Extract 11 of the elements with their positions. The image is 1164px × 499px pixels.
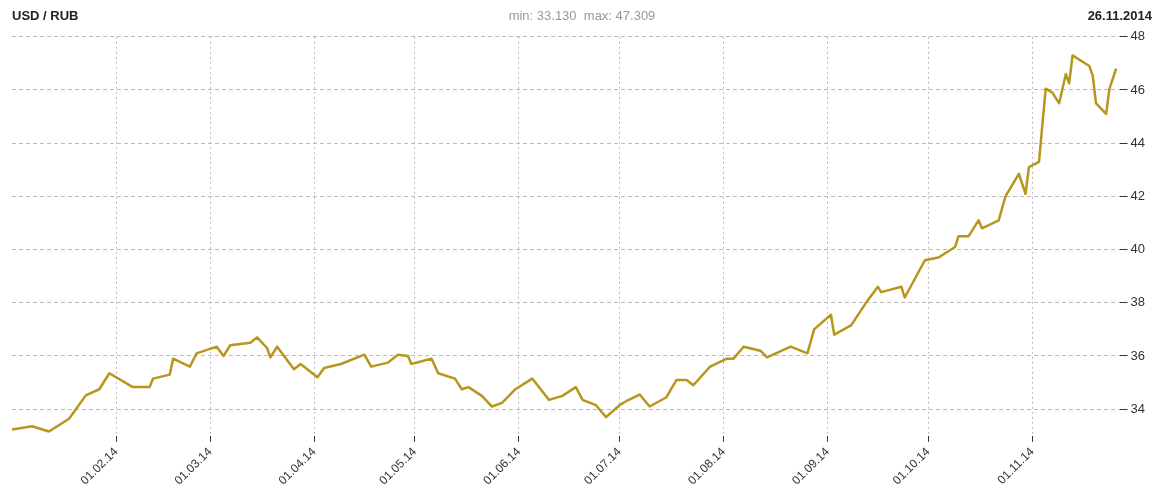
- y-tick-label: 46: [1130, 81, 1146, 97]
- y-tick-label: 36: [1130, 347, 1146, 363]
- y-tick-label: 34: [1130, 400, 1146, 416]
- chart-title: USD / RUB: [12, 8, 79, 23]
- y-tick-label: 42: [1130, 187, 1146, 203]
- y-tick-label: 38: [1130, 294, 1146, 310]
- y-tick-label: 40: [1130, 241, 1146, 257]
- text: 26.11.2014: [1087, 8, 1152, 23]
- y-tick-label: 48: [1130, 28, 1146, 44]
- chart-subtitle: min: 33.130 max: 47.309: [508, 8, 656, 23]
- y-tick-label: 44: [1130, 134, 1146, 150]
